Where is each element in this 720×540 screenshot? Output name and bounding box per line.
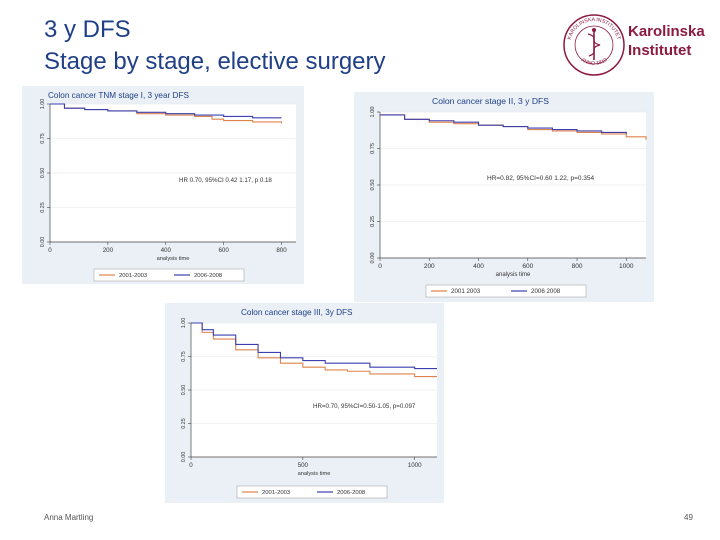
chart0-title: Colon cancer TNM stage I, 3 year DFS (48, 91, 189, 100)
chart2-series-a-line (191, 322, 437, 378)
chart1-x-tick-label: 400 (473, 263, 484, 270)
chart2-x-axis-label: analysis time (298, 471, 331, 477)
chart1-x-tick-label: 600 (522, 263, 533, 270)
chart-stage-3: Colon cancer stage III, 3y DFS 0.00 0.25 0.… (181, 308, 437, 499)
chart-stage-2: Colon cancer stage II, 3 y DFS 0.00 0.25 0.… (370, 96, 647, 298)
chart0-x-tick-label: 800 (276, 247, 287, 254)
chart2-x-tick-label: 1000 (408, 462, 422, 469)
chart1-y-tick-label: 1.00 (370, 106, 376, 117)
slide-title-line2: Stage by stage, elective surgery (44, 48, 386, 75)
chart0-series-b-line (50, 103, 282, 119)
chart1-title: Colon cancer stage II, 3 y DFS (432, 96, 549, 106)
chart0-legend-label: 2006-2008 (194, 273, 223, 279)
slide-title-line1: 3 y DFS (44, 16, 131, 43)
chart0-x-tick-label: 600 (218, 247, 229, 254)
chart1-y-tick-label: 0.25 (370, 216, 376, 227)
chart2-y-tick-label: 0.00 (181, 452, 187, 463)
chart0-x-axis-label: analysis time (157, 256, 190, 262)
chart-stage-1: Colon cancer TNM stage I, 3 year DFS 0.00… (40, 91, 296, 282)
chart0-x-tick-label: 400 (161, 247, 172, 254)
chart-panel-stage-3: Colon cancer stage III, 3y DFS 0.00 0.25 0.… (165, 303, 444, 503)
chart2-series-b-line (191, 322, 437, 370)
slide-title: 3 y DFS Stage by stage, elective surgery (44, 14, 386, 78)
chart2-y-tick-label: 0.50 (181, 385, 187, 396)
chart2-hr-annotation: HR=0.70, 95%CI=0.50-1.05, p=0.097 (313, 403, 416, 410)
chart2-y-tick-label: 0.75 (181, 351, 187, 362)
karolinska-logo: KAROLINSKA INSTITUTET ANNO 1810 Karolins… (562, 12, 712, 78)
chart1-x-tick-label: 1000 (619, 263, 634, 270)
chart1-legend (425, 284, 587, 298)
chart2-y-tick-label: 0.25 (181, 418, 187, 429)
chart1-x-tick-label: 800 (572, 263, 583, 270)
page-number: 49 (684, 513, 693, 522)
chart0-y-tick-label: 0.00 (40, 237, 46, 248)
chart2-x-tick-label: 0 (189, 462, 193, 469)
chart0-y-tick-label: 1.00 (40, 99, 46, 110)
chart1-y-tick-label: 0.00 (370, 252, 376, 263)
chart0-y-tick-label: 0.25 (40, 202, 46, 213)
chart0-hr-annotation: HR 0.70, 95%CI 0.42 1.17, p 0.18 (179, 177, 272, 184)
chart0-legend-label: 2001-2003 (119, 273, 148, 279)
chart2-x-tick-label: 500 (298, 462, 309, 469)
chart1-legend-label: 2001 2003 (451, 288, 481, 295)
logo-name-line1: Karolinska (628, 23, 705, 40)
footer-author: Anna Martling (44, 513, 94, 522)
chart1-x-tick-label: 200 (424, 263, 435, 270)
chart1-x-tick-label: 0 (378, 263, 382, 270)
chart2-y-tick-label: 1.00 (181, 318, 187, 329)
chart1-x-axis-label: analysis time (496, 272, 531, 278)
chart1-hr-annotation: HR=0.82, 95%CI=0.60 1.22, p=0.354 (487, 175, 595, 182)
chart2-legend (236, 485, 388, 499)
chart0-x-tick-label: 0 (48, 247, 52, 254)
chart-panel-stage-2: Colon cancer stage II, 3 y DFS 0.00 0.25 0.… (354, 92, 654, 302)
chart0-y-tick-label: 0.50 (40, 168, 46, 179)
chart1-legend-label: 2006 2008 (531, 288, 561, 295)
chart0-legend (93, 268, 245, 282)
chart1-series-b-line (380, 114, 627, 134)
seal-year: ANNO 1810 (580, 57, 609, 67)
chart0-y-tick-label: 0.75 (40, 133, 46, 144)
chart0-x-tick-label: 200 (103, 247, 114, 254)
chart2-legend-label: 2001-2003 (262, 490, 291, 496)
chart1-y-tick-label: 0.75 (370, 143, 376, 154)
chart1-y-tick-label: 0.50 (370, 179, 376, 190)
chart2-legend-label: 2006-2008 (337, 490, 366, 496)
logo-wordmark: Karolinska Institutet (628, 22, 705, 60)
logo-name-line2: Institutet (628, 42, 692, 59)
chart-panel-stage-1: Colon cancer TNM stage I, 3 year DFS 0.00… (22, 86, 304, 284)
chart2-title: Colon cancer stage III, 3y DFS (241, 308, 353, 317)
seal-icon: KAROLINSKA INSTITUTET ANNO 1810 (563, 14, 625, 76)
